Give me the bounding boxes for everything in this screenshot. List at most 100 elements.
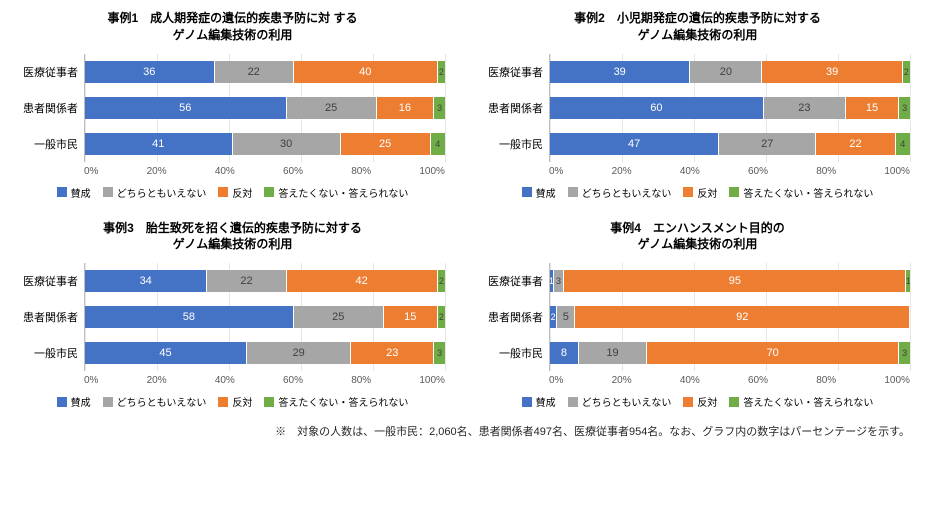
segment-oppose: 15 <box>846 97 899 119</box>
segment-noans: 4 <box>431 133 445 155</box>
panel-title: 事例1 成人期発症の遺伝的疾患予防に対 する ゲノム編集技術の利用 <box>20 10 445 44</box>
legend-label: どちらともいえない <box>117 185 207 200</box>
x-tick-label: 40% <box>215 166 235 177</box>
category-label: 一般市民 <box>20 335 78 371</box>
panel-title: 事例4 エンハンスメント目的の ゲノム編集技術の利用 <box>485 220 910 254</box>
chart-area: 医療従事者患者関係者一般市民3622402562516341302540%20%… <box>20 54 445 177</box>
x-axis: 0%20%40%60%80%100% <box>549 166 910 177</box>
bars-wrap: 3920392602315347272240%20%40%60%80%100% <box>549 54 910 177</box>
legend-item-approve: 賛成 <box>522 185 556 200</box>
legend: 賛成どちらともいえない反対答えたくない・答えられない <box>20 185 445 200</box>
segment-noans: 3 <box>899 97 910 119</box>
legend-swatch <box>218 397 228 407</box>
category-label: 一般市民 <box>485 335 543 371</box>
legend-label: 反対 <box>232 185 252 200</box>
segment-oppose: 23 <box>351 342 434 364</box>
panel-title: 事例2 小児期発症の遺伝的疾患予防に対する ゲノム編集技術の利用 <box>485 10 910 44</box>
legend-swatch <box>218 187 228 197</box>
legend-item-approve: 賛成 <box>57 185 91 200</box>
x-tick-label: 100% <box>884 375 910 386</box>
legend-swatch <box>57 187 67 197</box>
x-tick-label: 20% <box>147 375 167 386</box>
stacked-bar: 819703 <box>550 342 910 364</box>
segment-oppose: 40 <box>294 61 438 83</box>
gridline <box>445 54 446 162</box>
legend: 賛成どちらともいえない反対答えたくない・答えられない <box>485 394 910 409</box>
segment-neutral: 30 <box>233 133 341 155</box>
segment-approve: 60 <box>550 97 764 119</box>
category-label: 医療従事者 <box>485 263 543 299</box>
category-label: 患者関係者 <box>20 299 78 335</box>
legend-label: どちらともいえない <box>582 394 672 409</box>
segment-noans: 2 <box>438 306 445 328</box>
x-tick-label: 100% <box>419 166 445 177</box>
bar-row: 4130254 <box>85 126 445 162</box>
legend-item-oppose: 反対 <box>218 394 252 409</box>
bars: 139512592819703 <box>549 263 910 371</box>
segment-oppose: 16 <box>377 97 435 119</box>
segment-neutral: 29 <box>247 342 351 364</box>
x-tick-label: 0% <box>84 375 98 386</box>
legend-swatch <box>522 397 532 407</box>
y-axis-labels: 医療従事者患者関係者一般市民 <box>485 263 549 371</box>
legend-swatch <box>57 397 67 407</box>
bar-row: 4727224 <box>550 126 910 162</box>
legend: 賛成どちらともいえない反対答えたくない・答えられない <box>20 394 445 409</box>
segment-approve: 41 <box>85 133 233 155</box>
category-label: 医療従事者 <box>20 263 78 299</box>
legend-swatch <box>264 187 274 197</box>
bars: 362240256251634130254 <box>84 54 445 162</box>
legend-label: 賛成 <box>71 185 91 200</box>
x-tick-label: 40% <box>680 166 700 177</box>
segment-neutral: 25 <box>294 306 384 328</box>
category-label: 一般市民 <box>20 126 78 162</box>
x-tick-label: 80% <box>816 375 836 386</box>
category-label: 患者関係者 <box>485 90 543 126</box>
legend-item-neutral: どちらともいえない <box>103 394 207 409</box>
legend-label: 賛成 <box>536 394 556 409</box>
x-tick-label: 0% <box>549 375 563 386</box>
stacked-bar: 3622402 <box>85 61 445 83</box>
legend-item-oppose: 反対 <box>683 394 717 409</box>
category-label: 患者関係者 <box>485 299 543 335</box>
legend: 賛成どちらともいえない反対答えたくない・答えられない <box>485 185 910 200</box>
legend-swatch <box>522 187 532 197</box>
segment-approve: 45 <box>85 342 247 364</box>
x-tick-label: 80% <box>351 375 371 386</box>
x-axis: 0%20%40%60%80%100% <box>549 375 910 386</box>
segment-approve: 8 <box>550 342 579 364</box>
x-tick-label: 0% <box>549 166 563 177</box>
legend-item-noans: 答えたくない・答えられない <box>264 394 408 409</box>
segment-noans: 2 <box>903 61 910 83</box>
segment-approve: 36 <box>85 61 215 83</box>
category-label: 医療従事者 <box>485 54 543 90</box>
legend-swatch <box>264 397 274 407</box>
segment-neutral: 20 <box>690 61 762 83</box>
x-tick-label: 60% <box>283 166 303 177</box>
segment-oppose: 22 <box>816 133 895 155</box>
segment-oppose: 25 <box>341 133 431 155</box>
category-label: 医療従事者 <box>20 54 78 90</box>
footnote: ※ 対象の人数は、一般市民：2,060名、患者関係者497名、医療従事者954名… <box>20 423 910 439</box>
legend-item-neutral: どちらともいえない <box>568 394 672 409</box>
segment-neutral: 25 <box>287 97 377 119</box>
panel-case1: 事例1 成人期発症の遺伝的疾患予防に対 する ゲノム編集技術の利用医療従事者患者… <box>20 10 445 200</box>
y-axis-labels: 医療従事者患者関係者一般市民 <box>485 54 549 162</box>
segment-noans: 1 <box>906 270 910 292</box>
bars-wrap: 1395125928197030%20%40%60%80%100% <box>549 263 910 386</box>
y-axis-labels: 医療従事者患者関係者一般市民 <box>20 263 84 371</box>
bar-row: 4529233 <box>85 335 445 371</box>
chart-grid: 事例1 成人期発症の遺伝的疾患予防に対 する ゲノム編集技術の利用医療従事者患者… <box>20 10 910 409</box>
bar-row: 3622402 <box>85 54 445 90</box>
bars-wrap: 3422422582515245292330%20%40%60%80%100% <box>84 263 445 386</box>
legend-item-neutral: どちらともいえない <box>103 185 207 200</box>
x-tick-label: 80% <box>351 166 371 177</box>
legend-label: 答えたくない・答えられない <box>278 394 408 409</box>
legend-label: 反対 <box>697 394 717 409</box>
segment-noans: 4 <box>896 133 910 155</box>
legend-swatch <box>683 397 693 407</box>
x-tick-label: 40% <box>215 375 235 386</box>
stacked-bar: 4727224 <box>550 133 910 155</box>
panel-case3: 事例3 胎生致死を招く遺伝的疾患予防に対する ゲノム編集技術の利用医療従事者患者… <box>20 220 445 410</box>
legend-item-noans: 答えたくない・答えられない <box>729 185 873 200</box>
